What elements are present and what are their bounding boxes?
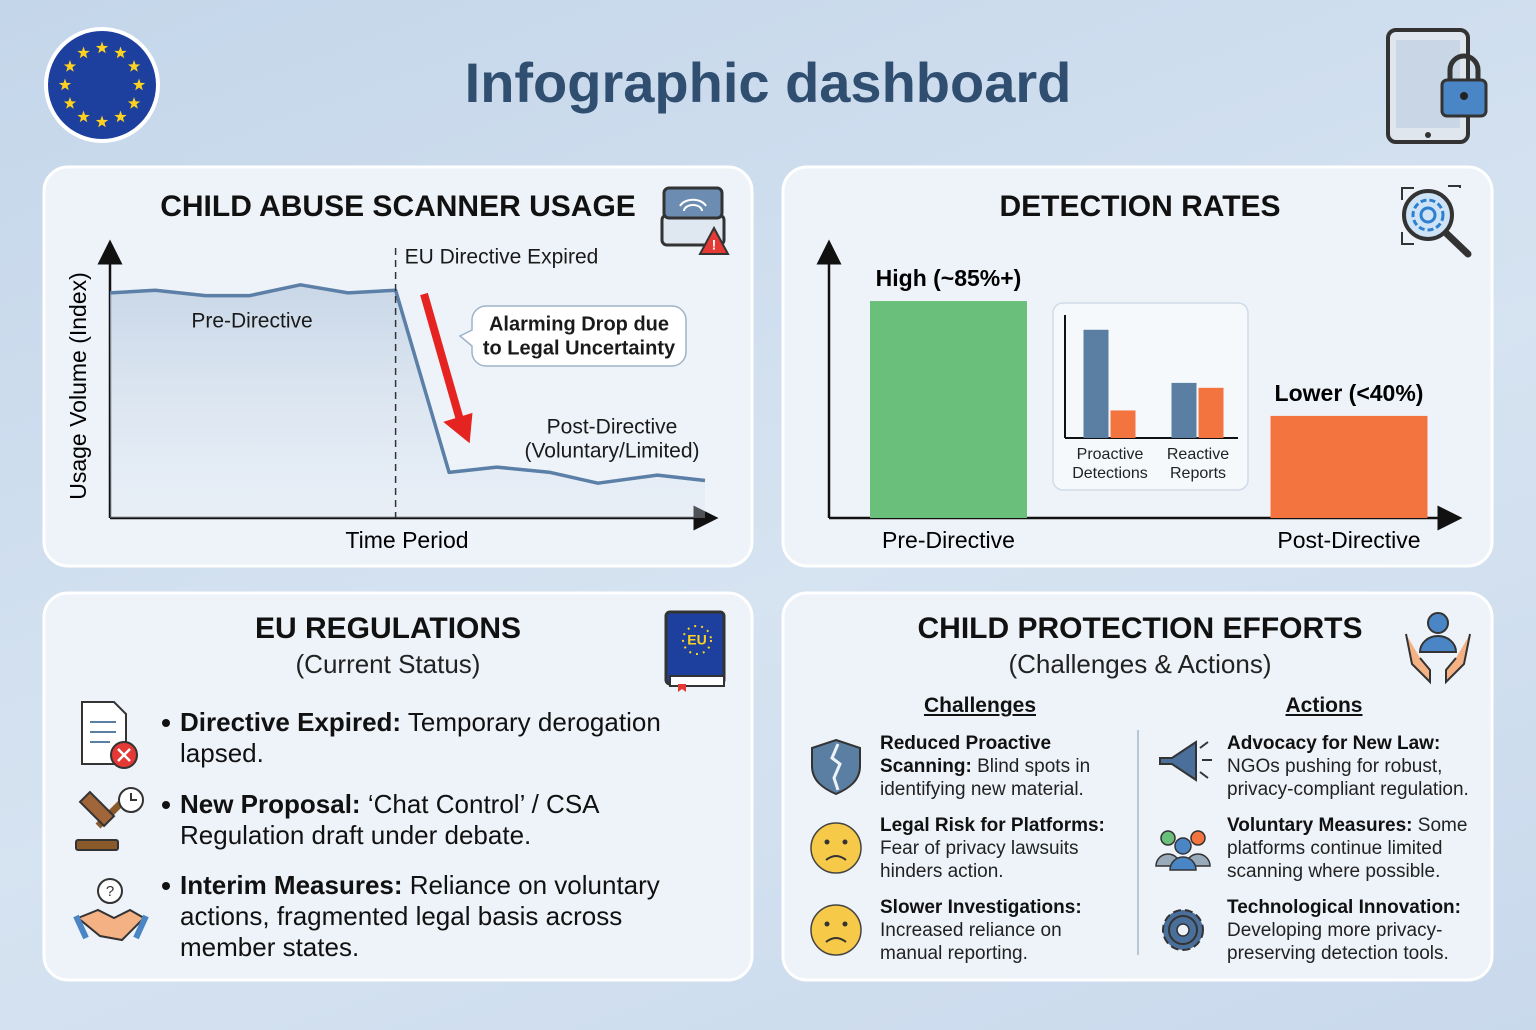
- item-label: Legal Risk for Platforms:: [880, 815, 1105, 836]
- flag-star: [114, 110, 127, 123]
- item-text: Increased reliance on manual reporting.: [880, 920, 1062, 964]
- value-label: Lower (<40%): [1275, 380, 1424, 406]
- panel: [42, 591, 754, 982]
- flag-star: [63, 97, 77, 109]
- item-label: Interim Measures:: [180, 870, 403, 900]
- inset-bar: [1171, 382, 1197, 438]
- bar: [870, 301, 1027, 518]
- regulation-item: Directive Expired: Temporary derogation …: [160, 707, 710, 769]
- column-heading: Actions: [1285, 694, 1363, 717]
- x-axis-label: Time Period: [345, 527, 468, 553]
- panel-title: CHILD PROTECTION EFFORTS: [917, 612, 1363, 645]
- tablet-lock-icon: [1386, 28, 1488, 144]
- item-text: NGOs pushing for robust, privacy-complia…: [1227, 756, 1469, 800]
- worried-face-icon: [810, 904, 862, 956]
- x-tick-label: Pre-Directive: [882, 527, 1015, 553]
- annotation: (Voluntary/Limited): [524, 440, 699, 463]
- eu-flag-icon: [44, 27, 160, 143]
- item-text: Developing more privacy-preserving detec…: [1227, 920, 1449, 964]
- handshake-icon: ?: [73, 878, 149, 942]
- item-text: Fear of privacy lawsuits hinders action.: [880, 838, 1079, 882]
- worried-face-icon: [810, 822, 862, 874]
- annotation: Pre-Directive: [191, 310, 312, 333]
- flag-star: [77, 46, 90, 59]
- challenge-item: Slower Investigations: Increased relianc…: [880, 896, 1120, 965]
- flag-star: [77, 110, 90, 123]
- inset-category-label: Proactive Detections: [1072, 446, 1148, 482]
- item-label: Slower Investigations:: [880, 897, 1082, 918]
- flag-star: [95, 115, 109, 128]
- page-title: Infographic dashboard: [464, 51, 1072, 114]
- bar: [1270, 415, 1428, 518]
- item-label: New Proposal:: [180, 789, 361, 819]
- svg-text:!: !: [712, 237, 717, 253]
- regulation-item: New Proposal: ‘Chat Control’ / CSA Regul…: [160, 789, 710, 851]
- gear-icon: [1162, 909, 1204, 951]
- item-label: Directive Expired:: [180, 707, 402, 737]
- item-text: Blind spots in identifying new material.: [880, 756, 1091, 800]
- action-item: Voluntary Measures: Some platforms conti…: [1227, 814, 1489, 883]
- annotation: Post-Directive: [547, 416, 678, 439]
- action-item: Advocacy for New Law: NGOs pushing for r…: [1227, 732, 1489, 801]
- panel-subtitle: (Challenges & Actions): [1008, 649, 1272, 679]
- inset-bar: [1083, 329, 1109, 438]
- item-label: Voluntary Measures:: [1227, 815, 1413, 836]
- item-label: Advocacy for New Law:: [1227, 733, 1441, 754]
- challenge-item: Reduced Proactive Scanning: Blind spots …: [880, 732, 1120, 801]
- broken-shield-icon: [811, 738, 861, 796]
- item-label: Reduced Proactive Scanning:: [880, 733, 1052, 777]
- flag-star: [114, 46, 127, 59]
- flag-star: [132, 78, 146, 91]
- value-label: High (~85%+): [876, 265, 1022, 291]
- megaphone-icon: [1159, 740, 1212, 782]
- line-area: [110, 284, 705, 518]
- drop-arrow: [420, 292, 473, 444]
- people-icon: [1155, 830, 1211, 871]
- challenge-item: Legal Risk for Platforms: Fear of privac…: [880, 814, 1120, 883]
- inset-bar: [1198, 387, 1224, 438]
- document-icon: [81, 701, 138, 769]
- x-tick-label: Post-Directive: [1277, 527, 1420, 553]
- item-text: Some platforms continue limited scanning…: [1227, 815, 1468, 882]
- flag-star: [127, 60, 141, 72]
- action-item: Technological Innovation: Developing mor…: [1227, 896, 1489, 965]
- annotation: to Legal Uncertainty: [483, 337, 676, 359]
- flag-star: [58, 78, 72, 91]
- eu-book-icon: EU: [664, 610, 726, 692]
- svg-text:?: ?: [106, 883, 114, 900]
- inset-category-label: Reactive Reports: [1166, 446, 1230, 482]
- scanner-icon: !: [660, 186, 730, 255]
- inset-bar: [1110, 410, 1136, 438]
- item-label: Technological Innovation:: [1227, 897, 1461, 918]
- column-heading: Challenges: [923, 694, 1037, 717]
- y-axis-label: Usage Volume (Index): [65, 272, 91, 500]
- item-text: ‘Chat Control’ / CSA Regulation draft un…: [180, 789, 599, 850]
- flag-star: [63, 60, 77, 72]
- fingerprint-icon: [1401, 185, 1472, 258]
- item-text: Reliance on voluntary actions, fragmente…: [180, 870, 660, 962]
- panel-title: CHILD ABUSE SCANNER USAGE: [160, 190, 636, 223]
- callout-bubble: [458, 305, 687, 367]
- gavel-icon: [75, 787, 144, 851]
- panel-title: DETECTION RATES: [999, 190, 1281, 223]
- panel-title: EU REGULATIONS: [254, 612, 522, 645]
- flag-star: [127, 97, 141, 109]
- protection-icon: [1405, 612, 1471, 685]
- svg-text:EU: EU: [687, 632, 706, 648]
- item-text: Temporary derogation lapsed.: [180, 707, 661, 768]
- panel-subtitle: (Current Status): [295, 649, 481, 679]
- annotation: EU Directive Expired: [405, 246, 599, 269]
- regulation-item: Interim Measures: Reliance on voluntary …: [160, 870, 710, 963]
- flag-star: [95, 41, 109, 54]
- annotation: Alarming Drop due: [489, 313, 669, 335]
